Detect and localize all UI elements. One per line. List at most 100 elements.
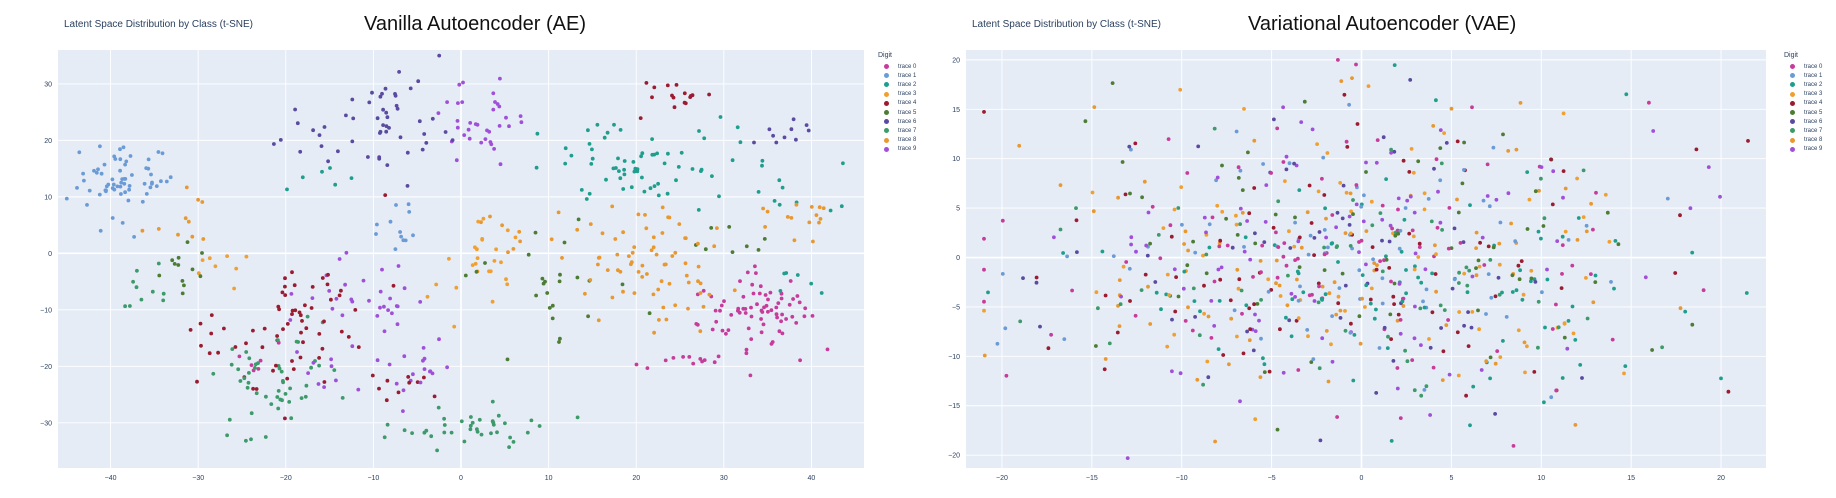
ae-point-trace-8[interactable] [821, 206, 826, 211]
vae-point-trace-6[interactable] [1145, 253, 1150, 258]
vae-point-trace-3[interactable] [1561, 111, 1566, 116]
ae-point-trace-7[interactable] [511, 440, 516, 444]
ae-point-trace-1[interactable] [98, 228, 103, 233]
vae-point-trace-9[interactable] [1216, 267, 1221, 272]
ae-point-trace-8[interactable] [627, 254, 631, 258]
ae-point-trace-9[interactable] [460, 100, 465, 104]
ae-point-trace-0[interactable] [645, 366, 650, 370]
vae-point-trace-8[interactable] [1395, 318, 1400, 323]
ae-point-trace-7[interactable] [161, 291, 166, 296]
vae-point-trace-1[interactable] [1266, 289, 1271, 294]
vae-point-trace-0[interactable] [1004, 373, 1009, 378]
vae-point-trace-9[interactable] [1129, 235, 1134, 240]
ae-point-trace-7[interactable] [225, 433, 230, 438]
vae-point-trace-2[interactable] [1612, 286, 1616, 291]
ae-point-trace-0[interactable] [663, 358, 668, 363]
ae-point-trace-9[interactable] [475, 122, 480, 127]
ae-point-trace-0[interactable] [750, 282, 755, 287]
ae-point-trace-2[interactable] [586, 128, 590, 133]
ae-point-trace-8[interactable] [809, 205, 814, 209]
vae-point-trace-2[interactable] [1623, 364, 1628, 368]
vae-point-trace-6[interactable] [1496, 275, 1501, 280]
vae-point-trace-2[interactable] [1392, 63, 1397, 67]
ae-point-trace-3[interactable] [232, 286, 237, 291]
vae-point-trace-9[interactable] [1408, 194, 1413, 199]
vae-point-trace-3[interactable] [1094, 290, 1099, 295]
vae-point-trace-4[interactable] [1307, 183, 1312, 188]
ae-point-trace-4[interactable] [290, 312, 294, 316]
ae-point-trace-8[interactable] [698, 281, 703, 286]
vae-point-trace-0[interactable] [1375, 138, 1380, 143]
ae-point-trace-2[interactable] [809, 281, 814, 286]
ae-point-trace-8[interactable] [667, 215, 672, 220]
vae-point-trace-6[interactable] [1251, 348, 1256, 353]
vae-point-trace-9[interactable] [1539, 165, 1544, 170]
vae-point-trace-0[interactable] [1589, 272, 1593, 276]
vae-point-trace-8[interactable] [1320, 284, 1325, 289]
ae-point-trace-7[interactable] [575, 415, 580, 420]
ae-point-trace-8[interactable] [200, 200, 205, 204]
vae-point-trace-4[interactable] [1464, 393, 1468, 398]
vae-point-trace-2[interactable] [1402, 217, 1407, 222]
ae-point-trace-5[interactable] [176, 255, 181, 260]
ae-point-trace-4[interactable] [298, 313, 303, 318]
ae-point-trace-9[interactable] [428, 369, 433, 374]
vae-point-trace-3[interactable] [1422, 191, 1427, 196]
ae-point-trace-2[interactable] [666, 151, 670, 156]
vae-point-trace-3[interactable] [1571, 331, 1576, 336]
ae-legend-item-trace-0[interactable]: trace 0 [878, 62, 916, 71]
ae-point-trace-7[interactable] [279, 369, 284, 374]
vae-point-trace-4[interactable] [1034, 275, 1039, 280]
vae-point-trace-7[interactable] [1334, 245, 1339, 250]
ae-point-trace-6[interactable] [378, 129, 383, 134]
vae-point-trace-2[interactable] [1385, 346, 1390, 350]
ae-point-trace-4[interactable] [407, 380, 412, 385]
ae-point-trace-9[interactable] [456, 101, 460, 105]
vae-point-trace-4[interactable] [1417, 241, 1422, 246]
ae-point-trace-1[interactable] [399, 234, 403, 239]
ae-point-trace-5[interactable] [505, 357, 510, 362]
ae-point-trace-2[interactable] [604, 177, 608, 182]
vae-point-trace-3[interactable] [1442, 131, 1446, 136]
vae-point-trace-2[interactable] [1217, 299, 1222, 303]
ae-point-trace-6[interactable] [317, 133, 322, 138]
vae-point-trace-8[interactable] [1506, 149, 1511, 153]
vae-point-trace-0[interactable] [1434, 157, 1439, 162]
vae-point-trace-8[interactable] [1247, 338, 1252, 343]
ae-point-trace-1[interactable] [106, 182, 111, 187]
ae-point-trace-7[interactable] [469, 415, 473, 419]
ae-point-trace-7[interactable] [529, 418, 534, 423]
vae-point-trace-2[interactable] [1525, 170, 1530, 175]
ae-point-trace-0[interactable] [795, 294, 800, 298]
vae-point-trace-1[interactable] [1259, 336, 1263, 341]
vae-point-trace-0[interactable] [1380, 203, 1385, 208]
vae-point-trace-0[interactable] [1275, 126, 1280, 131]
vae-point-trace-9[interactable] [1506, 191, 1511, 196]
ae-point-trace-1[interactable] [398, 230, 402, 234]
vae-point-trace-0[interactable] [1591, 227, 1595, 232]
ae-point-trace-7[interactable] [264, 394, 268, 399]
vae-point-trace-3[interactable] [1266, 277, 1271, 282]
ae-point-trace-8[interactable] [656, 287, 661, 292]
ae-point-trace-1[interactable] [123, 162, 127, 167]
ae-point-trace-7[interactable] [135, 268, 139, 273]
ae-point-trace-2[interactable] [618, 176, 623, 181]
ae-point-trace-5[interactable] [709, 226, 714, 230]
ae-point-trace-9[interactable] [343, 282, 347, 287]
ae-point-trace-7[interactable] [508, 435, 512, 440]
ae-point-trace-2[interactable] [563, 146, 568, 151]
ae-point-trace-8[interactable] [186, 219, 191, 224]
ae-point-trace-1[interactable] [118, 168, 122, 173]
vae-point-trace-5[interactable] [1393, 233, 1398, 238]
ae-point-trace-7[interactable] [429, 434, 434, 439]
ae-point-trace-4[interactable] [672, 105, 677, 110]
vae-point-trace-7[interactable] [1380, 269, 1385, 274]
vae-point-trace-2[interactable] [1323, 292, 1328, 297]
vae-point-trace-2[interactable] [1329, 241, 1334, 246]
vae-point-trace-1[interactable] [995, 341, 1000, 346]
vae-point-trace-8[interactable] [1537, 188, 1541, 193]
vae-point-trace-8[interactable] [1449, 106, 1454, 111]
vae-point-trace-5[interactable] [1616, 242, 1621, 247]
vae-point-trace-4[interactable] [1550, 202, 1555, 207]
